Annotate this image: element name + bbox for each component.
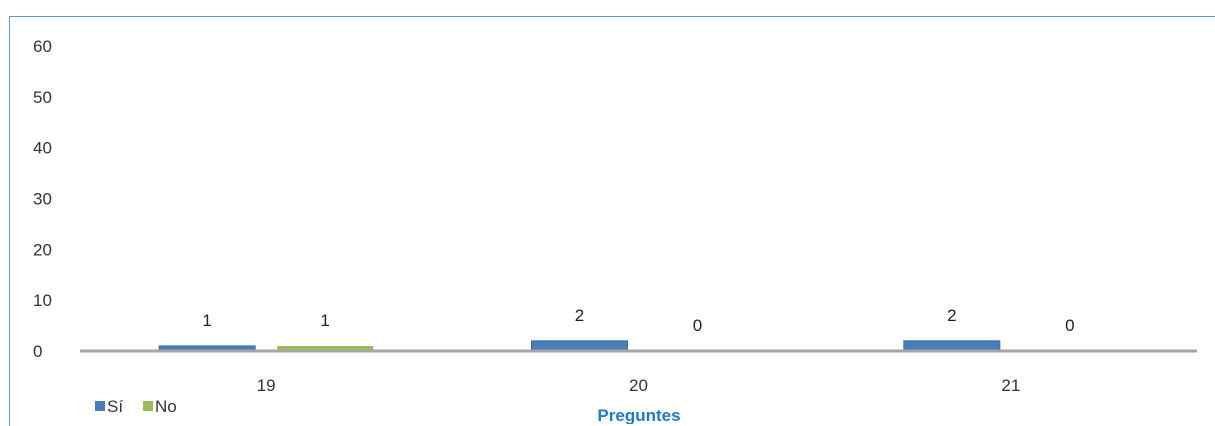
data-label: 0 xyxy=(1065,316,1074,335)
x-tick-label: 20 xyxy=(629,376,648,395)
y-tick-label: 60 xyxy=(33,37,52,56)
legend-label: No xyxy=(155,397,177,416)
data-label: 2 xyxy=(947,306,956,325)
x-tick-label: 21 xyxy=(1001,376,1020,395)
legend-swatch-no xyxy=(143,401,153,411)
y-tick-label: 10 xyxy=(33,291,52,310)
data-label: 2 xyxy=(575,306,584,325)
data-label: 0 xyxy=(693,316,702,335)
bars xyxy=(159,341,1000,351)
data-labels: 1 2 2 1 0 0 xyxy=(202,306,1074,335)
x-axis-ticks: 19 20 21 xyxy=(257,376,1021,395)
legend-label: Sí xyxy=(107,397,123,416)
y-tick-label: 50 xyxy=(33,88,52,107)
x-tick-label: 19 xyxy=(257,376,276,395)
y-tick-label: 40 xyxy=(33,139,52,158)
y-axis-ticks: 0 10 20 30 40 50 60 xyxy=(33,37,52,361)
bar-si-20 xyxy=(532,341,628,351)
legend-swatch-si xyxy=(95,401,105,411)
data-label: 1 xyxy=(320,311,329,330)
y-tick-label: 0 xyxy=(33,342,42,361)
data-label: 1 xyxy=(202,311,211,330)
legend: Sí No xyxy=(95,397,177,416)
y-tick-label: 30 xyxy=(33,190,52,209)
x-axis-title: Preguntes xyxy=(597,406,680,424)
y-tick-label: 20 xyxy=(33,240,52,259)
bar-si-21 xyxy=(904,341,1000,351)
